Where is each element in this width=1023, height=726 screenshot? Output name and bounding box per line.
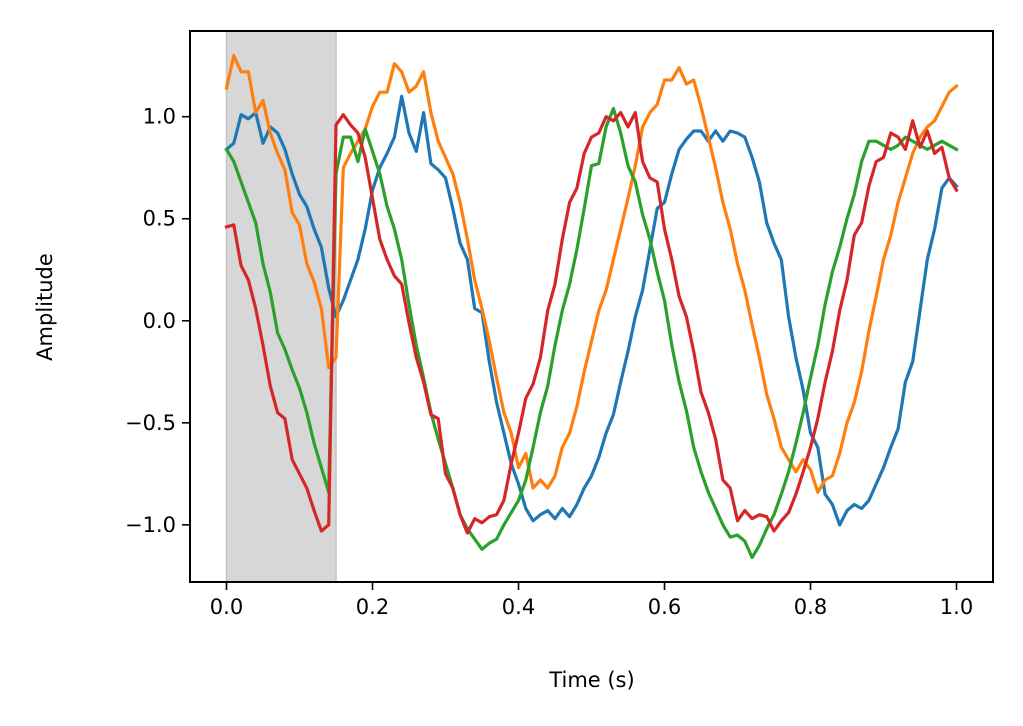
- x-tick-label: 0.2: [356, 595, 389, 619]
- series-line-c1: [224, 53, 959, 494]
- plot-frame: [189, 30, 994, 583]
- ticks-layer: 0.0 0.2 0.4 0.6 0.8 1.0 −1.0 −0.5 0.0 0.5 1.0: [125, 105, 973, 619]
- y-tick-label: −1.0: [125, 513, 176, 537]
- series-line-c2: [224, 106, 959, 560]
- series-line-c3: [224, 111, 959, 535]
- highlight-region-layer: [225, 30, 337, 583]
- x-tick-label: 0.6: [648, 595, 681, 619]
- y-tick-label: 1.0: [143, 105, 176, 129]
- x-tick-label: 0.0: [210, 595, 243, 619]
- y-tick-label: −0.5: [125, 411, 176, 435]
- y-tick-label: 0.0: [143, 309, 176, 333]
- x-axis-label: Time (s): [548, 668, 634, 692]
- axes-layer: [189, 30, 994, 583]
- series-line-c0: [224, 94, 959, 527]
- x-tick-label: 1.0: [940, 595, 973, 619]
- x-tick-label: 0.4: [502, 595, 535, 619]
- highlight-region: [225, 30, 337, 583]
- y-tick-label: 0.5: [143, 207, 176, 231]
- x-tick-label: 0.8: [794, 595, 827, 619]
- y-axis-label: Amplitude: [33, 253, 57, 361]
- series-layer: [224, 53, 959, 560]
